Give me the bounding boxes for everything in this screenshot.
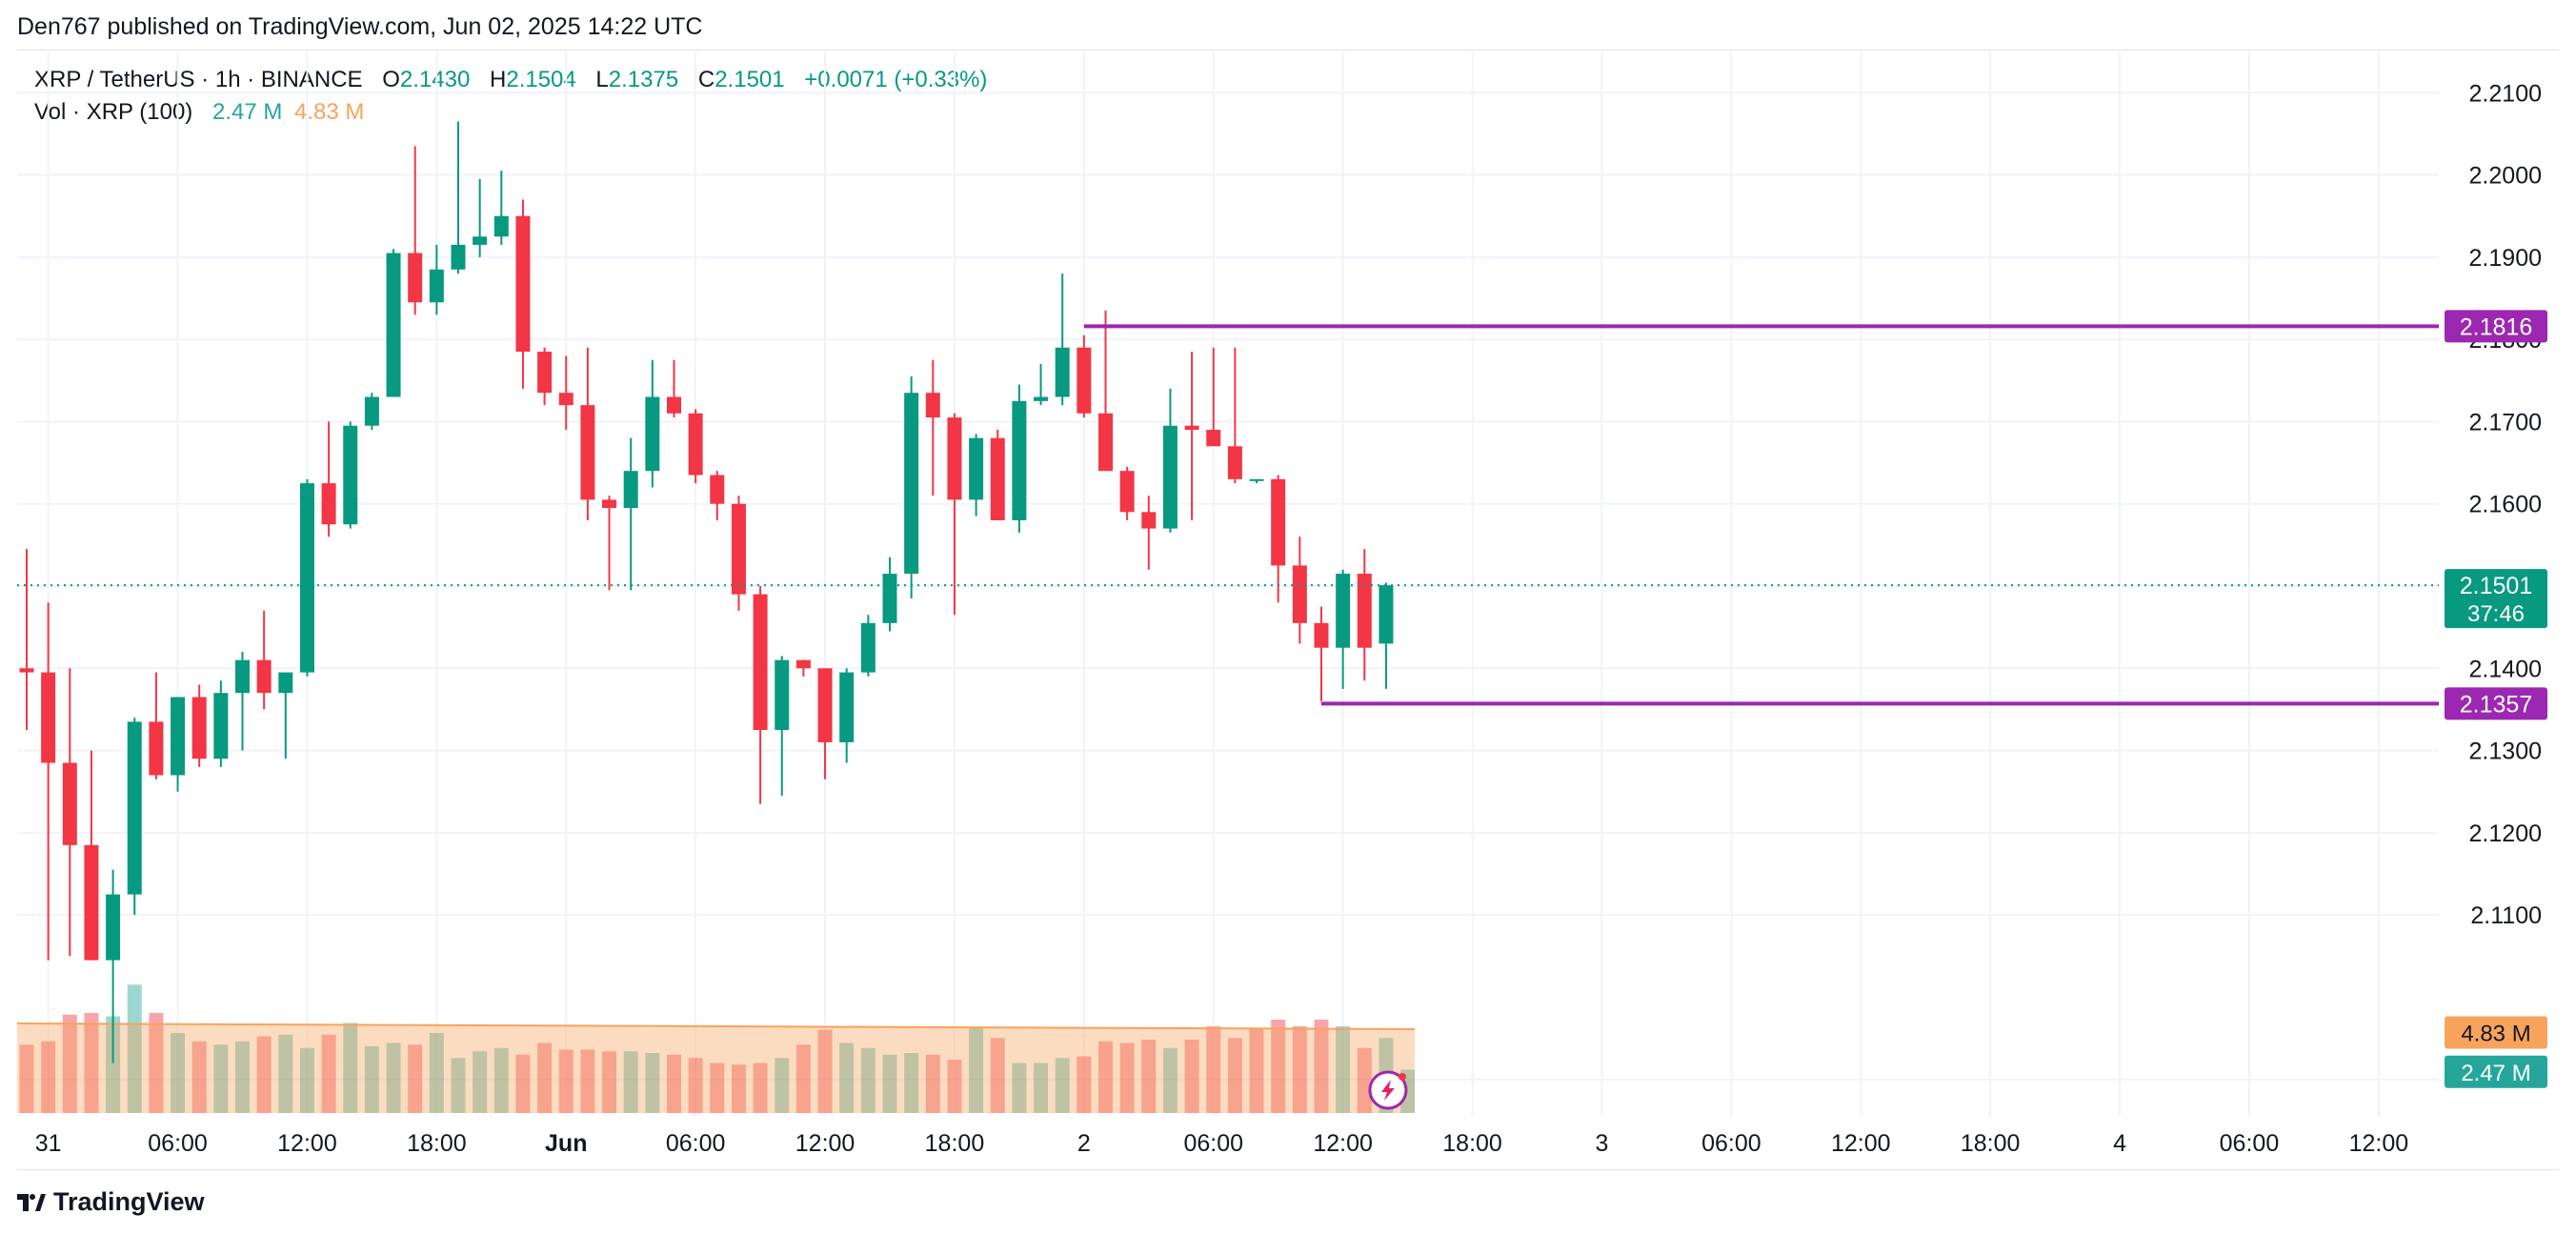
low-label: L: [595, 67, 609, 92]
footer-brand-text[interactable]: TradingView: [53, 1187, 205, 1216]
volume-title[interactable]: Vol · XRP (100): [34, 99, 193, 125]
price-legend: XRP / TetherUS · 1h · BINANCE O2.1430 H2…: [34, 67, 993, 93]
volume-value: 2.47 M: [211, 99, 283, 125]
low-value: 2.1375: [608, 67, 679, 92]
close-label: C: [697, 67, 715, 92]
open-value: 2.1430: [399, 67, 471, 92]
tradingview-logo-icon: [17, 1193, 46, 1211]
chart-frame: [17, 50, 2559, 1170]
volume-ma-value: 4.83 M: [294, 99, 365, 125]
change-value: +0.0071 (+0.33%): [804, 67, 988, 92]
high-value: 2.1504: [506, 67, 576, 92]
publisher-caption: Den767 published on TradingView.com, Jun…: [17, 13, 703, 40]
open-label: O: [382, 67, 400, 92]
symbol-title[interactable]: XRP / TetherUS · 1h · BINANCE: [34, 67, 363, 92]
footer-brand: TradingView: [17, 1187, 205, 1217]
high-label: H: [490, 67, 507, 92]
close-value: 2.1501: [714, 67, 785, 92]
volume-legend: Vol · XRP (100) 2.47 M 4.83 M: [34, 99, 370, 126]
